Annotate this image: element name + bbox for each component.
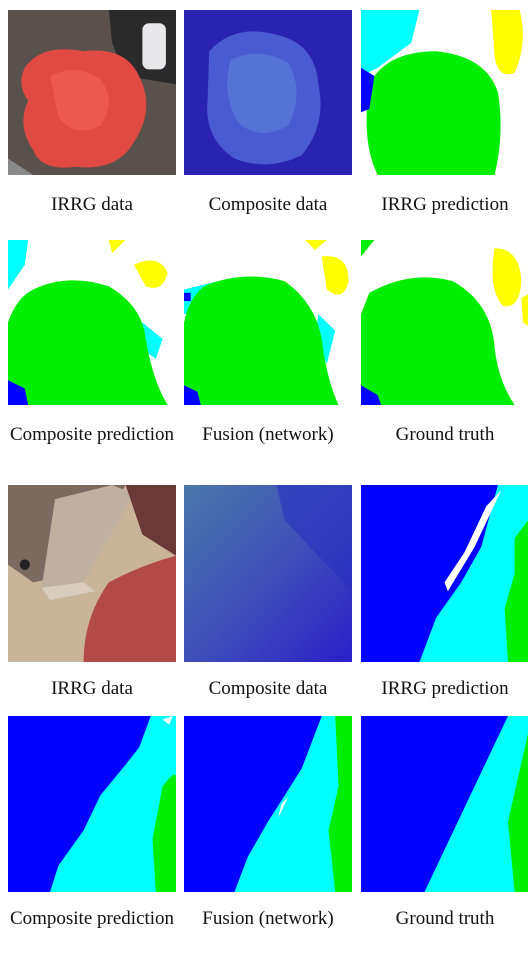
irrg-image xyxy=(8,10,176,175)
irrg-image xyxy=(8,485,176,662)
caption: Fusion (network) xyxy=(202,908,334,929)
caption: Composite prediction xyxy=(9,908,175,929)
caption: IRRG prediction xyxy=(381,194,509,215)
caption: Fusion (network) xyxy=(202,424,334,445)
caption: Ground truth xyxy=(395,424,495,445)
composite-image xyxy=(184,485,352,662)
caption: IRRG data xyxy=(51,678,133,699)
caption: Composite data xyxy=(208,678,328,699)
prediction-image xyxy=(361,10,528,175)
caption: Composite data xyxy=(208,194,328,215)
prediction-image xyxy=(8,716,176,892)
caption: Ground truth xyxy=(395,908,495,929)
caption: IRRG prediction xyxy=(381,678,509,699)
composite-image xyxy=(184,10,352,175)
prediction-image xyxy=(8,240,176,405)
ground-truth-image xyxy=(361,240,528,405)
caption: IRRG data xyxy=(51,194,133,215)
prediction-image xyxy=(361,485,528,662)
fusion-image xyxy=(184,240,352,405)
ground-truth-image xyxy=(361,716,528,892)
caption: Composite prediction xyxy=(9,424,175,445)
fusion-image xyxy=(184,716,352,892)
